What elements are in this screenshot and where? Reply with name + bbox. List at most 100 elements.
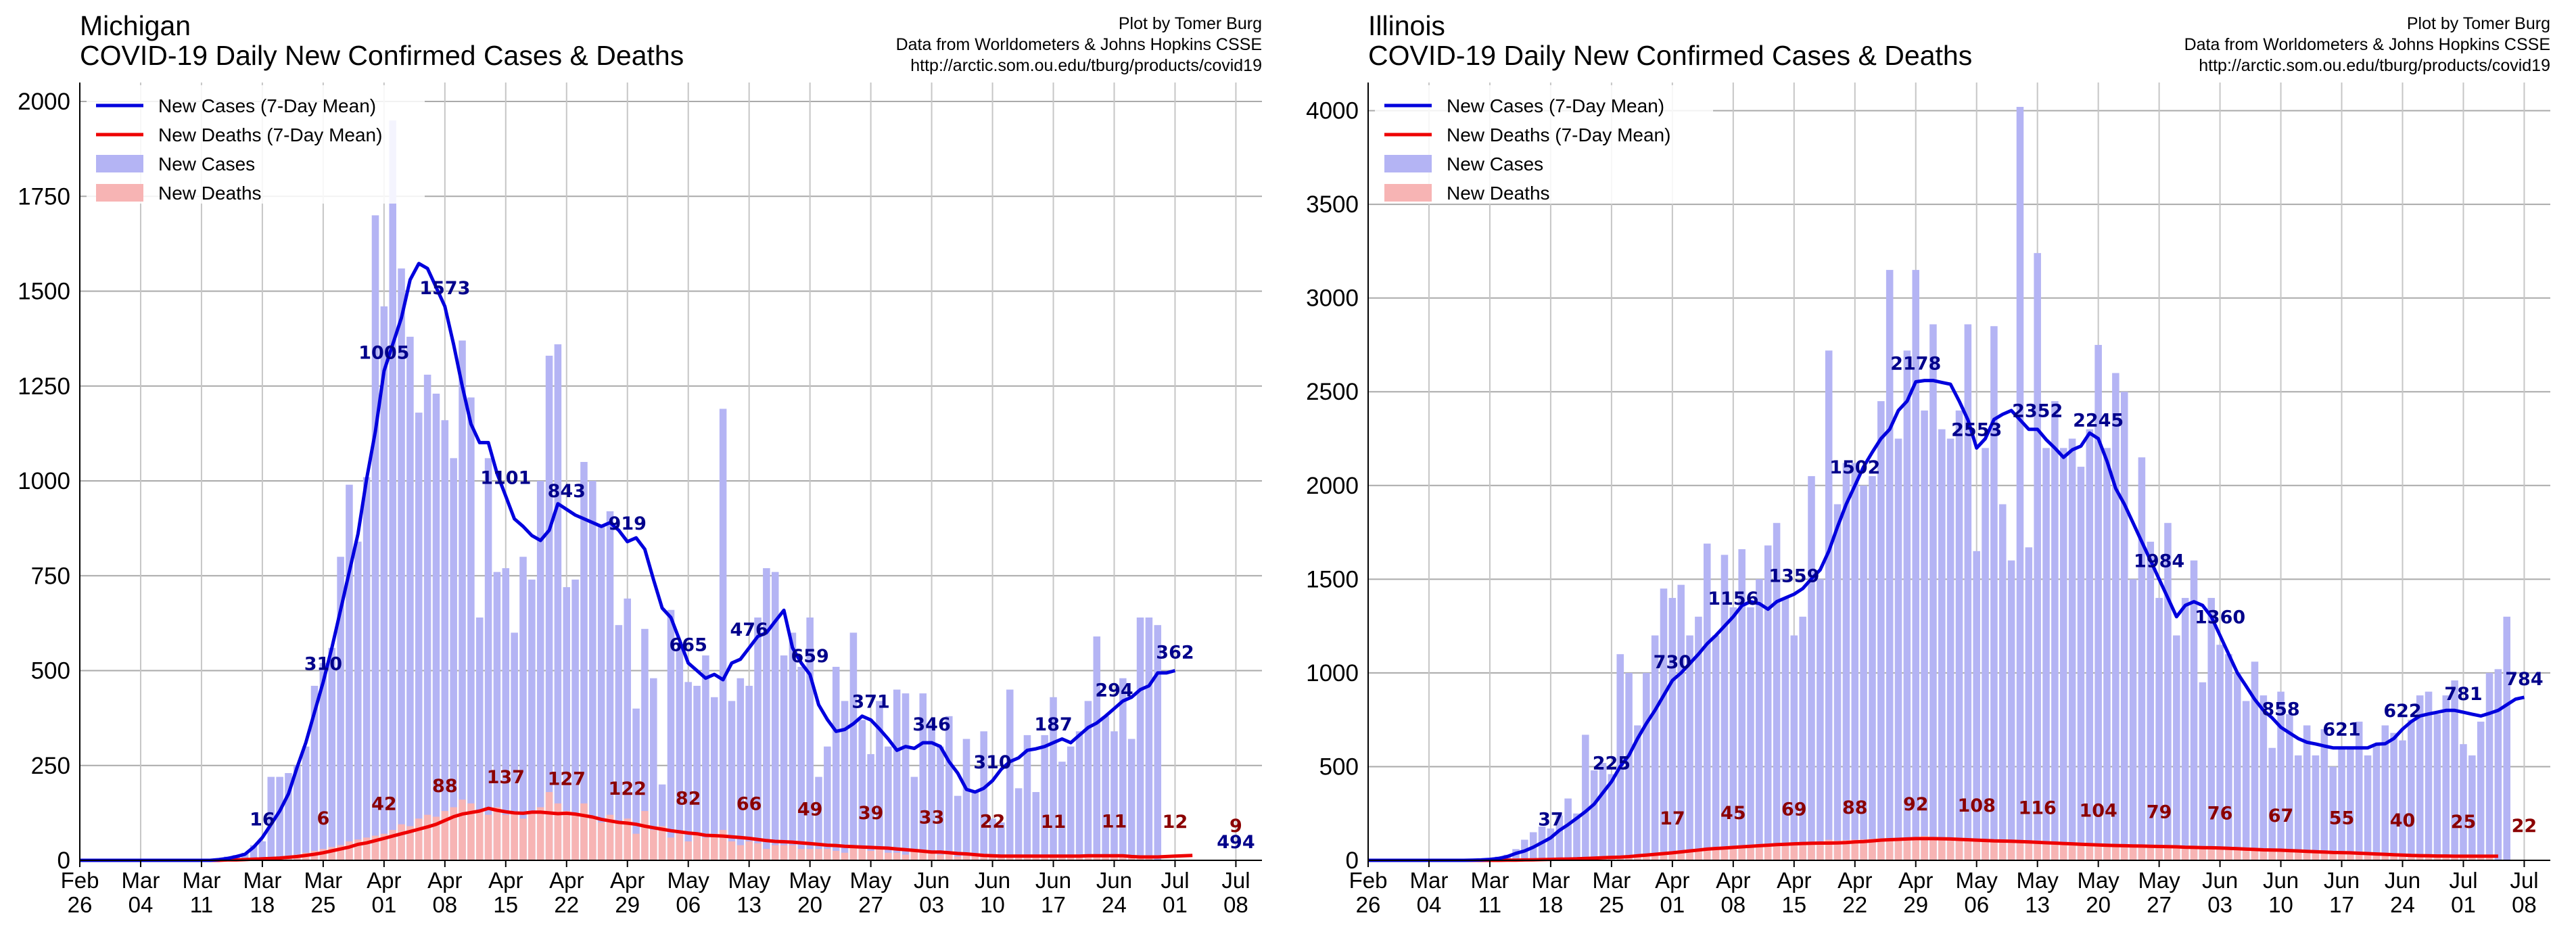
bar-new-deaths (797, 849, 805, 860)
bar-new-deaths (2442, 856, 2450, 860)
bar-new-cases (1127, 739, 1135, 860)
bar-new-cases (597, 526, 605, 860)
bar-new-cases (1625, 672, 1633, 860)
bar-new-deaths (597, 822, 605, 860)
bar-new-deaths (2477, 856, 2485, 860)
bar-new-deaths (484, 814, 492, 860)
bar-new-deaths (945, 852, 953, 860)
bar-new-cases (441, 420, 449, 860)
bar-new-deaths (2190, 847, 2198, 860)
x-tick-label: Feb 26 (61, 868, 99, 917)
bar-new-cases (2068, 438, 2076, 860)
chart-credits: Plot by Tomer Burg Data from Worldometer… (896, 14, 1262, 76)
x-tick-day: 25 (311, 892, 336, 917)
data-label-deaths: 66 (736, 793, 762, 814)
bar-new-deaths (2016, 841, 2024, 860)
bar-new-cases (337, 557, 344, 860)
bar-new-deaths (2042, 841, 2050, 860)
chart-panel-michigan: Michigan COVID-19 Daily New Confirmed Ca… (18, 11, 1262, 917)
bar-new-deaths (2234, 848, 2241, 860)
bar-new-deaths (1946, 838, 1954, 860)
bar-new-cases (2086, 429, 2094, 860)
bar-new-deaths (1860, 839, 1867, 860)
bar-new-cases (1608, 774, 1616, 860)
bar-new-cases (606, 511, 614, 860)
bar-new-deaths (1093, 856, 1101, 860)
chart-plot: 1631010051573110184391966547665937134631… (18, 83, 1262, 917)
bar-new-cases (1756, 579, 1763, 860)
bar-new-cases (710, 697, 718, 860)
bar-new-deaths (641, 811, 649, 860)
bar-new-cases (2433, 714, 2441, 860)
bar-new-deaths (2103, 844, 2111, 860)
bar-new-cases (1695, 616, 1702, 860)
bar-new-cases (267, 776, 275, 860)
chart-subtitle: COVID-19 Daily New Confirmed Cases & Dea… (80, 40, 684, 71)
bar-new-deaths (2468, 856, 2476, 860)
data-label-cases: 371 (851, 691, 889, 712)
x-tick-day: 18 (250, 892, 275, 917)
x-tick-day: 01 (2451, 892, 2476, 917)
bar-new-cases (328, 647, 336, 860)
bar-new-deaths (2181, 846, 2189, 860)
bar-new-cases (1833, 504, 1842, 860)
x-tick-day: 01 (1163, 892, 1188, 917)
x-tick-day: 11 (1478, 892, 1501, 917)
bar-new-deaths (1127, 857, 1135, 860)
bar-new-deaths (1643, 854, 1650, 860)
bar-new-deaths (2086, 843, 2094, 860)
data-label-deaths: 122 (609, 778, 647, 799)
bar-new-cases (2173, 635, 2180, 860)
bar-new-cases (406, 336, 414, 861)
chart-title-block: Michigan COVID-19 Daily New Confirmed Ca… (80, 11, 684, 70)
y-tick-label: 1000 (1306, 660, 1359, 687)
y-tick-label: 500 (31, 658, 70, 684)
bar-new-cases (1154, 625, 1162, 860)
x-tick-day: 10 (2268, 892, 2293, 917)
x-tick-label: Jun 10 (2263, 868, 2299, 917)
bar-new-cases (2485, 672, 2493, 860)
bar-new-deaths (1032, 856, 1040, 860)
bar-new-deaths (1773, 843, 1781, 860)
y-tick-label: 250 (31, 753, 70, 779)
x-tick-month: Jun (1035, 868, 1071, 893)
bar-new-deaths (1886, 839, 1894, 860)
bar-new-cases (2460, 744, 2467, 860)
bar-new-cases (1773, 523, 1781, 860)
bar-new-deaths (398, 824, 405, 860)
bar-new-deaths (789, 845, 797, 860)
bar-new-cases (1590, 770, 1598, 860)
bar-new-deaths (2147, 845, 2155, 860)
bar-new-cases (1703, 543, 1711, 860)
x-tick-month: Apr (610, 868, 645, 893)
legend-label: New Deaths (7-Day Mean) (1447, 124, 1670, 145)
bar-new-deaths (1790, 843, 1798, 860)
bar-new-deaths (389, 830, 396, 860)
x-tick-month: Mar (243, 868, 281, 893)
bar-new-cases (928, 724, 935, 860)
x-tick-label: Jul 01 (1161, 868, 1189, 917)
legend-swatch-bar (96, 155, 143, 172)
bar-new-deaths (815, 849, 822, 860)
legend: New Cases (7-Day Mean) New Deaths (7-Day … (1375, 85, 1713, 204)
chart-title-block: Illinois COVID-19 Daily New Confirmed Ca… (1368, 11, 1972, 70)
bar-new-cases (771, 572, 779, 860)
x-tick-label: Jun 17 (2324, 868, 2360, 917)
bar-new-deaths (1677, 851, 1685, 860)
bar-new-deaths (1929, 837, 1937, 860)
bar-new-deaths (876, 849, 883, 860)
legend-swatch-bar (1384, 184, 1432, 202)
x-tick-day: 27 (858, 892, 883, 917)
bar-new-cases (2077, 467, 2085, 860)
bar-new-deaths (2312, 852, 2320, 860)
x-tick-day: 10 (980, 892, 1005, 917)
x-tick-month: May (668, 868, 710, 893)
bar-new-deaths (2451, 856, 2458, 860)
bar-new-deaths (441, 811, 449, 860)
data-label-cases: 858 (2262, 699, 2299, 720)
x-tick-label: Jun 03 (914, 868, 950, 917)
bar-new-cases (432, 394, 440, 860)
bar-new-cases (832, 666, 840, 860)
data-label-deaths: 55 (2329, 808, 2355, 829)
